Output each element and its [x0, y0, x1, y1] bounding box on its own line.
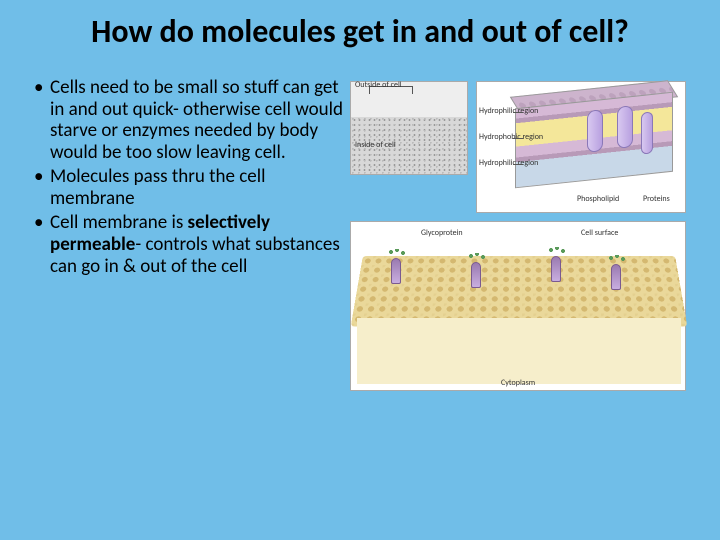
- panel-cell-surface: Glycoprotein Cell surface Cytoplasm: [350, 221, 686, 391]
- glycoprotein-shape: [391, 258, 401, 284]
- label-hydrophobic: Hydrophobic region: [479, 132, 543, 142]
- bullet-list: Cells need to be small so stuff can get …: [34, 77, 344, 280]
- leader-line: [513, 138, 523, 139]
- label-cell-surface: Cell surface: [581, 228, 618, 238]
- bullet-text: Cell membrane is: [50, 211, 188, 234]
- membrane-figure: Outside of cell Inside of cell Hydrophil…: [350, 77, 690, 280]
- cytoplasm-region: [357, 318, 681, 384]
- bullet-text: Cells need to be small so stuff can get …: [50, 76, 343, 165]
- bullet-item: Cells need to be small so stuff can get …: [34, 77, 344, 164]
- label-inside: Inside of cell: [355, 140, 396, 150]
- panel-micrograph: Outside of cell Inside of cell: [350, 81, 468, 175]
- label-proteins: Proteins: [643, 194, 670, 204]
- label-glycoprotein: Glycoprotein: [421, 228, 463, 238]
- lipid-surface: [351, 256, 688, 327]
- content-row: Cells need to be small so stuff can get …: [0, 59, 720, 280]
- label-hydrophilic-top: Hydrophilic region: [479, 106, 538, 116]
- leader-line: [513, 112, 523, 113]
- glycoprotein-shape: [551, 256, 561, 282]
- glycoprotein-shape: [611, 264, 621, 290]
- protein-shape: [617, 105, 633, 149]
- bullet-text: Molecules pass thru the cell membrane: [50, 165, 265, 210]
- protein-shape: [641, 111, 653, 154]
- label-outside: Outside of cell: [355, 80, 402, 90]
- panel-membrane-block: Hydrophilic region Hydrophobic region Hy…: [476, 81, 686, 213]
- bullet-item: Cell membrane is selectively permeable- …: [34, 212, 344, 278]
- glycoprotein-shape: [471, 262, 481, 288]
- label-hydrophilic-bot: Hydrophilic region: [479, 158, 538, 168]
- protein-shape: [587, 109, 603, 153]
- label-cytoplasm: Cytoplasm: [501, 378, 535, 388]
- page-title: How do molecules get in and out of cell?: [0, 0, 720, 59]
- label-phospholipid: Phospholipid: [577, 194, 619, 204]
- bullet-item: Molecules pass thru the cell membrane: [34, 166, 344, 210]
- leader-line: [513, 164, 523, 165]
